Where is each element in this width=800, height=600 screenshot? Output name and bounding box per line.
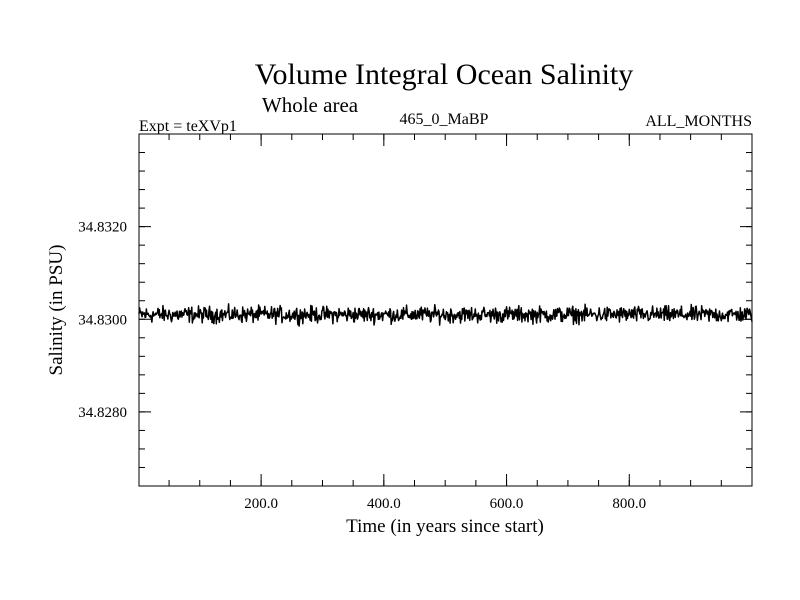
x-tick-label: 800.0 — [612, 496, 646, 512]
experiment-label: Expt = teXVp1 — [139, 118, 237, 135]
y-tick-label: 34.8280 — [78, 405, 127, 421]
x-tick-label: 200.0 — [244, 496, 278, 512]
salinity-series-line — [138, 303, 753, 327]
y-tick-label: 34.8300 — [78, 312, 127, 328]
chart-title: Volume Integral Ocean Salinity — [255, 58, 634, 91]
x-axis-label: Time (in years since start) — [346, 516, 544, 537]
y-axis-label: Salinity (in PSU) — [46, 245, 67, 376]
y-tick-label: 34.8320 — [78, 220, 127, 236]
x-tick-label: 400.0 — [367, 496, 401, 512]
months-label: ALL_MONTHS — [645, 113, 752, 130]
axis-tick-labels: 34.8280 34.8300 34.8320 200.0 400.0 600.0 800.… — [78, 220, 646, 512]
plot-frame — [138, 133, 753, 487]
x-tick-label: 600.0 — [490, 496, 524, 512]
period-label: 465_0_MaBP — [400, 111, 489, 128]
chart-subtitle: Whole area — [262, 93, 359, 117]
